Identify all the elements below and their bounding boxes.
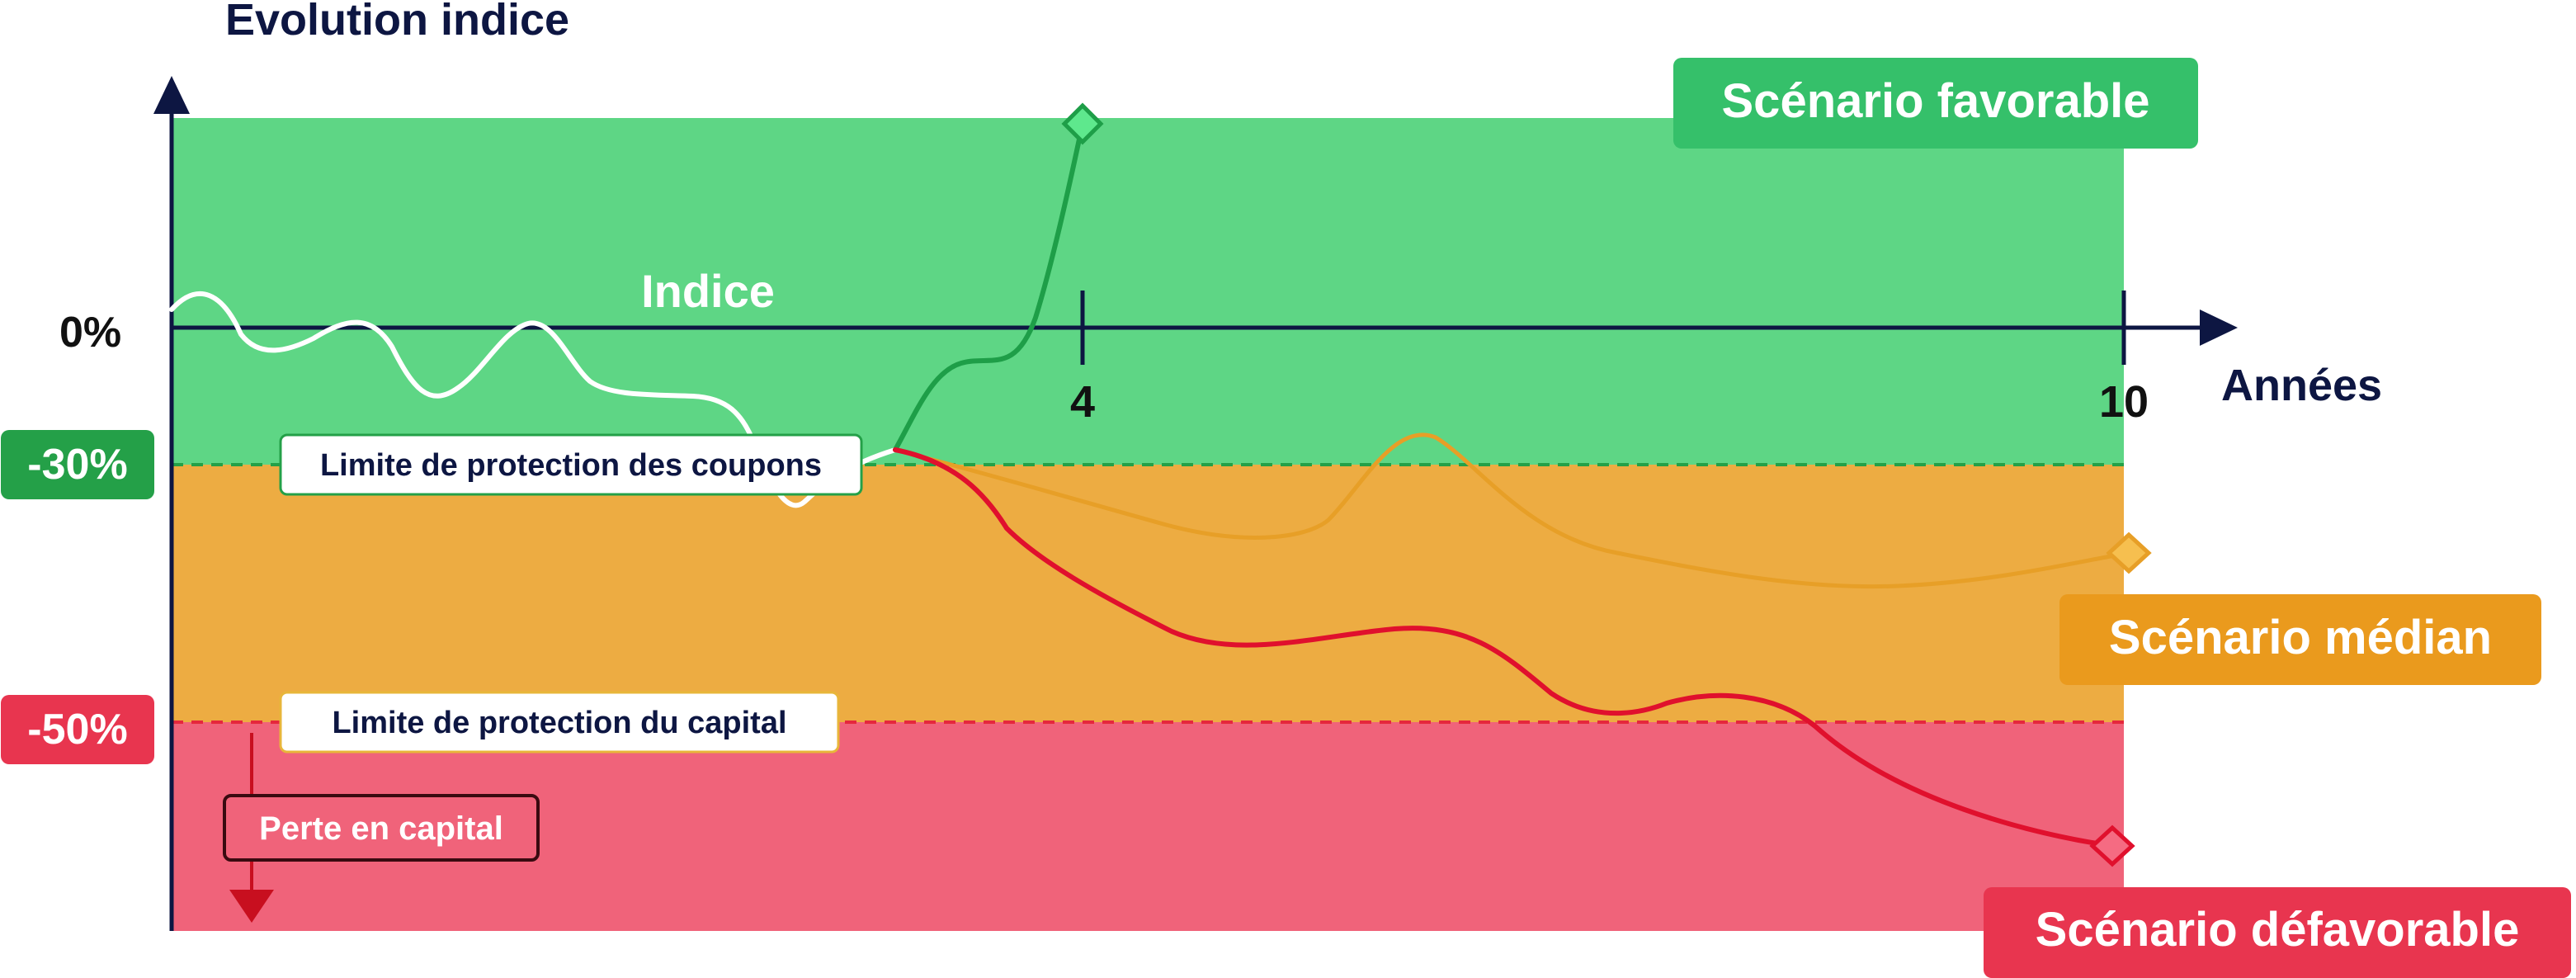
x-tick-label-4: 4: [1070, 377, 1095, 427]
y-axis-arrow: [153, 76, 190, 114]
coupon-threshold-label: -30%: [27, 441, 127, 489]
index-label: Indice: [641, 265, 775, 317]
median-line: [893, 432, 2131, 589]
loss-box: [223, 794, 540, 862]
favorable-badge: [1673, 58, 2198, 149]
x-tick-label-10: 10: [2099, 377, 2149, 427]
defavorable-badge: [1984, 887, 2571, 978]
capital-limit-box: [279, 691, 840, 754]
favorable-line: [893, 121, 1085, 452]
capital-threshold-label: -50%: [27, 706, 127, 754]
favorable-marker: [1061, 102, 1104, 145]
chart-title: Evolution indice: [225, 0, 569, 45]
capital-threshold-badge: [1, 695, 154, 764]
x-axis-label: Années: [2221, 361, 2382, 410]
coupon-limit-text: Limite de protection des coupons: [320, 448, 822, 483]
coupon-threshold-badge: [1, 430, 154, 499]
favorable-label: Scénario favorable: [1722, 74, 2150, 128]
median-label: Scénario médian: [2109, 611, 2492, 664]
loss-arrow-head: [229, 890, 274, 923]
defavorable-line: [893, 447, 2115, 848]
median-zone: [172, 465, 2124, 722]
median-badge: [2059, 594, 2541, 685]
capital-limit-text: Limite de protection du capital: [332, 706, 786, 740]
zero-label: 0%: [59, 309, 121, 357]
defavorable-marker: [2089, 824, 2135, 867]
loss-text: Perte en capital: [259, 810, 503, 847]
defavorable-label: Scénario défavorable: [2036, 903, 2520, 957]
x-axis-arrow: [2200, 309, 2238, 346]
median-marker: [2106, 532, 2152, 574]
favorable-zone: [172, 118, 2124, 465]
coupon-limit-box: [279, 433, 863, 496]
